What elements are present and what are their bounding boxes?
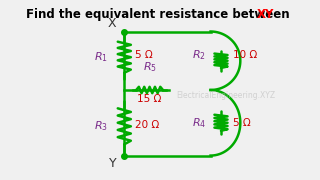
Text: Find the equivalent resistance between: Find the equivalent resistance between xyxy=(26,8,294,21)
Text: 5 Ω: 5 Ω xyxy=(135,50,152,60)
Text: ElectricalEngineering.XYZ: ElectricalEngineering.XYZ xyxy=(176,91,275,100)
Text: $R_1$: $R_1$ xyxy=(94,50,108,64)
Text: $R_2$: $R_2$ xyxy=(192,49,206,62)
Text: 20 Ω: 20 Ω xyxy=(135,120,159,130)
Text: $R_5$: $R_5$ xyxy=(143,60,156,74)
Text: Y: Y xyxy=(108,157,116,170)
Text: 5 Ω: 5 Ω xyxy=(233,118,251,128)
Text: 15 Ω: 15 Ω xyxy=(137,94,162,104)
Text: XY: XY xyxy=(257,8,274,21)
Text: $R_4$: $R_4$ xyxy=(192,116,206,130)
Text: X: X xyxy=(108,17,117,30)
Text: $R_3$: $R_3$ xyxy=(94,120,108,133)
Text: 10 Ω: 10 Ω xyxy=(233,50,257,60)
